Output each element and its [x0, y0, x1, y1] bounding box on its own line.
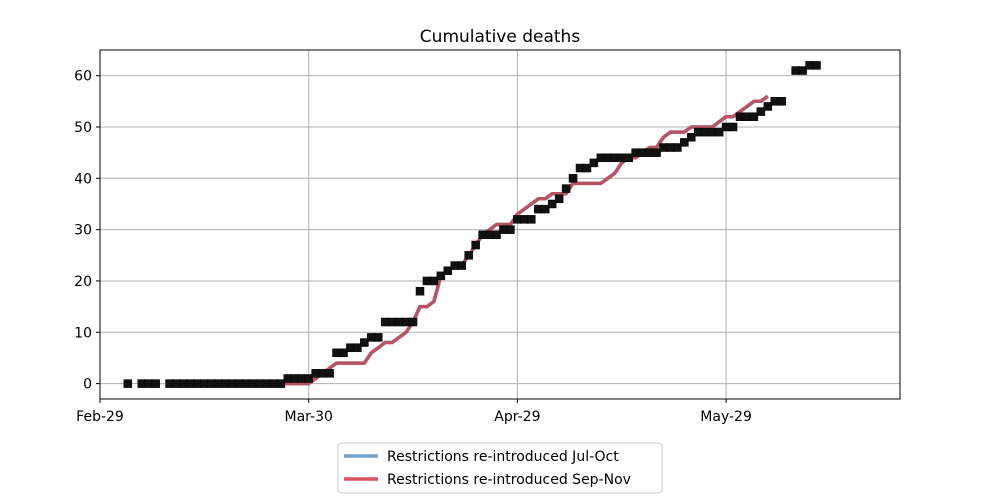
observed-point — [798, 66, 807, 75]
observed-point — [429, 276, 439, 286]
plot-frame — [99, 49, 901, 400]
x-tick-label: Feb-29 — [76, 409, 124, 425]
observed-point — [325, 369, 334, 378]
observed-point — [561, 184, 571, 193]
observed-point — [728, 122, 738, 132]
y-tick-label: 50 — [74, 120, 92, 136]
legend-label-sep-nov: Restrictions re-introduced Sep-Nov — [387, 472, 631, 488]
observed-point — [471, 240, 480, 250]
observed-point — [151, 379, 160, 388]
chart-title: Cumulative deaths — [420, 27, 581, 47]
observed-point — [568, 174, 578, 183]
observed-deaths-markers — [123, 61, 821, 388]
observed-point — [652, 148, 661, 157]
observed-point — [527, 215, 536, 224]
y-tick-label: 10 — [74, 325, 92, 341]
legend-label-jul-oct: Restrictions re-introduced Jul-Oct — [387, 449, 619, 465]
observed-point — [339, 348, 348, 358]
observed-point — [436, 271, 446, 281]
observed-point — [756, 107, 766, 116]
y-tick-label: 60 — [74, 69, 92, 85]
observed-point — [582, 163, 592, 173]
observed-point — [547, 199, 557, 209]
observed-point — [680, 138, 689, 147]
observed-point — [374, 333, 383, 342]
projection-lines — [273, 94, 769, 386]
x-tick-label: May-29 — [700, 409, 752, 425]
observed-point — [492, 230, 501, 240]
observed-point — [812, 61, 821, 70]
observed-point — [540, 204, 550, 214]
observed-point — [589, 158, 599, 168]
observed-point — [714, 127, 724, 137]
observed-point — [763, 102, 773, 111]
observed-point — [506, 225, 515, 234]
series-line-1 — [273, 94, 769, 386]
observed-point — [554, 194, 564, 204]
observed-point — [687, 133, 696, 142]
observed-point — [408, 317, 418, 327]
observed-point — [353, 343, 362, 352]
observed-point — [415, 286, 425, 296]
observed-point — [304, 374, 313, 383]
observed-point — [443, 266, 453, 275]
observed-point — [624, 153, 633, 163]
legend: Restrictions re-introduced Jul-Oct Restr… — [337, 442, 663, 494]
x-tick-label: Mar-30 — [285, 409, 333, 425]
axis-ticks: 0 10 20 30 40 50 60 Feb-29 Mar-30 Apr-29 May-29 — [74, 69, 752, 425]
observed-point — [749, 112, 759, 121]
y-tick-label: 40 — [74, 171, 92, 187]
series-overlap-shade — [273, 94, 769, 386]
observed-point — [457, 261, 466, 270]
y-tick-label: 20 — [74, 274, 92, 290]
observed-point — [276, 379, 286, 388]
observed-point — [673, 143, 682, 152]
observed-point — [777, 97, 786, 106]
observed-point — [360, 338, 369, 347]
observed-point — [123, 379, 133, 388]
grid-lines — [99, 50, 900, 399]
y-tick-label: 30 — [74, 223, 92, 239]
legend-box — [337, 442, 663, 494]
y-tick-label: 0 — [83, 377, 92, 393]
observed-point — [464, 251, 473, 260]
x-tick-label: Apr-29 — [494, 409, 540, 425]
